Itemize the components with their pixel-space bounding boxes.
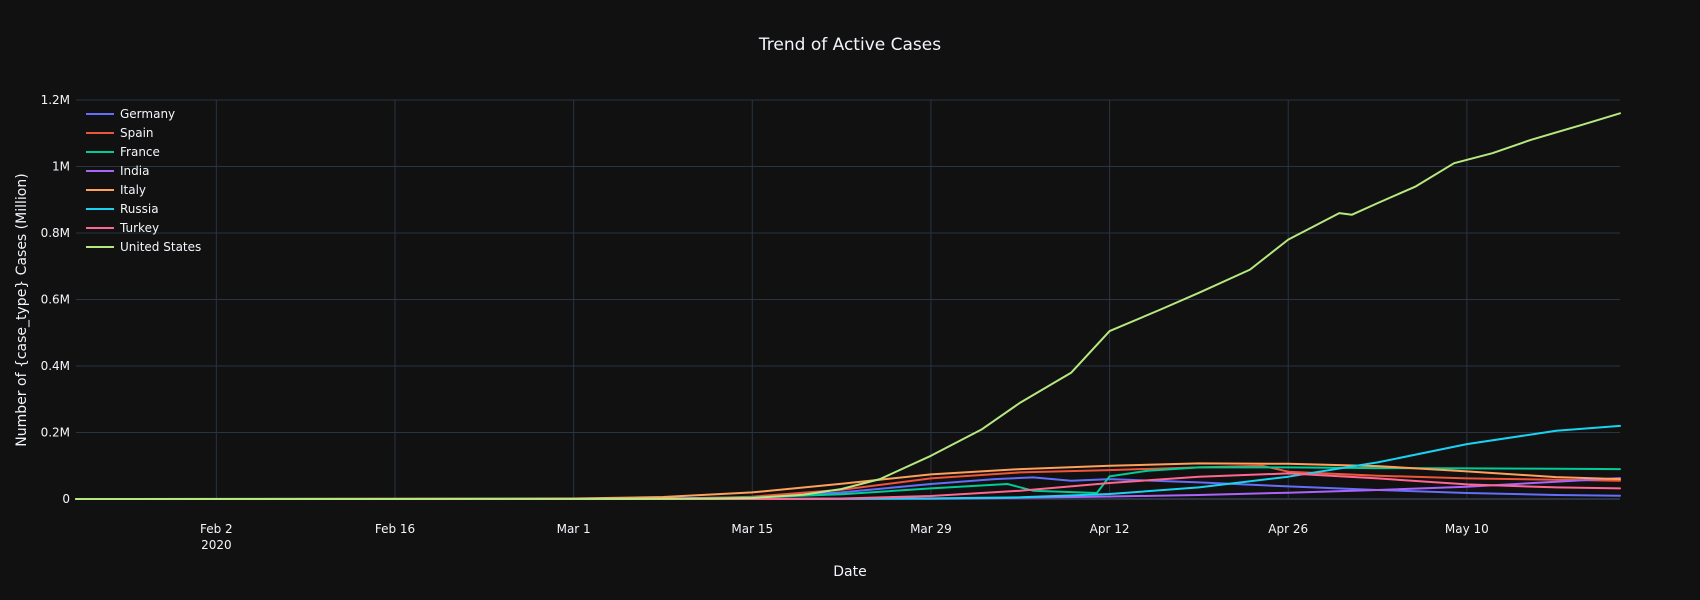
y-axis-title: Number of {case_type} Cases (Million): [14, 173, 30, 446]
legend-item-germany[interactable]: Germany: [86, 107, 175, 121]
legend-label: Germany: [120, 107, 175, 121]
y-axis-ticks: 0 0.2M 0.4M 0.6M 0.8M 1M 1.2M: [41, 93, 70, 506]
legend-label: Italy: [120, 183, 146, 197]
x-tick-label: Feb 2: [200, 522, 233, 536]
legend-label: Spain: [120, 126, 154, 140]
chart-title: Trend of Active Cases: [758, 35, 941, 55]
x-tick-label: Mar 15: [731, 522, 773, 536]
x-axis-ticks: Feb 2 2020 Feb 16 Mar 1 Mar 15 Mar 29 Apr 12 Ap…: [200, 522, 1489, 552]
y-tick-label: 1.2M: [41, 93, 70, 107]
x-tick-sublabel: 2020: [201, 538, 232, 552]
series-line-russia[interactable]: [75, 424, 1621, 500]
legend-label: Turkey: [119, 221, 159, 235]
legend-label: France: [120, 145, 160, 159]
x-tick-label: Mar 1: [557, 522, 591, 536]
y-tick-label: 0.6M: [41, 293, 70, 307]
legend-item-russia[interactable]: Russia: [86, 202, 159, 216]
x-tick-label: May 10: [1445, 522, 1489, 536]
series-line-turkey[interactable]: [75, 472, 1621, 500]
x-axis-title: Date: [833, 564, 866, 580]
legend-item-spain[interactable]: Spain: [86, 126, 154, 140]
y-tick-label: 1M: [52, 160, 70, 174]
x-tick-label: Apr 12: [1090, 522, 1130, 536]
legend-item-united-states[interactable]: United States: [86, 240, 201, 254]
series-line-united-states[interactable]: [75, 112, 1621, 500]
legend-item-india[interactable]: India: [86, 164, 149, 178]
legend-label: India: [120, 164, 149, 178]
series-lines[interactable]: [75, 112, 1621, 500]
x-tick-label: Apr 26: [1268, 522, 1308, 536]
y-tick-label: 0.8M: [41, 226, 70, 240]
legend-label: Russia: [120, 202, 159, 216]
y-tick-label: 0: [62, 492, 70, 506]
x-tick-label: Mar 29: [910, 522, 952, 536]
legend[interactable]: Germany Spain France India Italy Russia Turkey…: [86, 107, 201, 254]
legend-item-italy[interactable]: Italy: [86, 183, 146, 197]
x-tick-label: Feb 16: [375, 522, 415, 536]
y-tick-label: 0.4M: [41, 359, 70, 373]
series-line-spain[interactable]: [75, 464, 1621, 500]
y-tick-label: 0.2M: [41, 426, 70, 440]
legend-item-france[interactable]: France: [86, 145, 160, 159]
legend-label: United States: [120, 240, 201, 254]
legend-item-turkey[interactable]: Turkey: [86, 221, 159, 235]
